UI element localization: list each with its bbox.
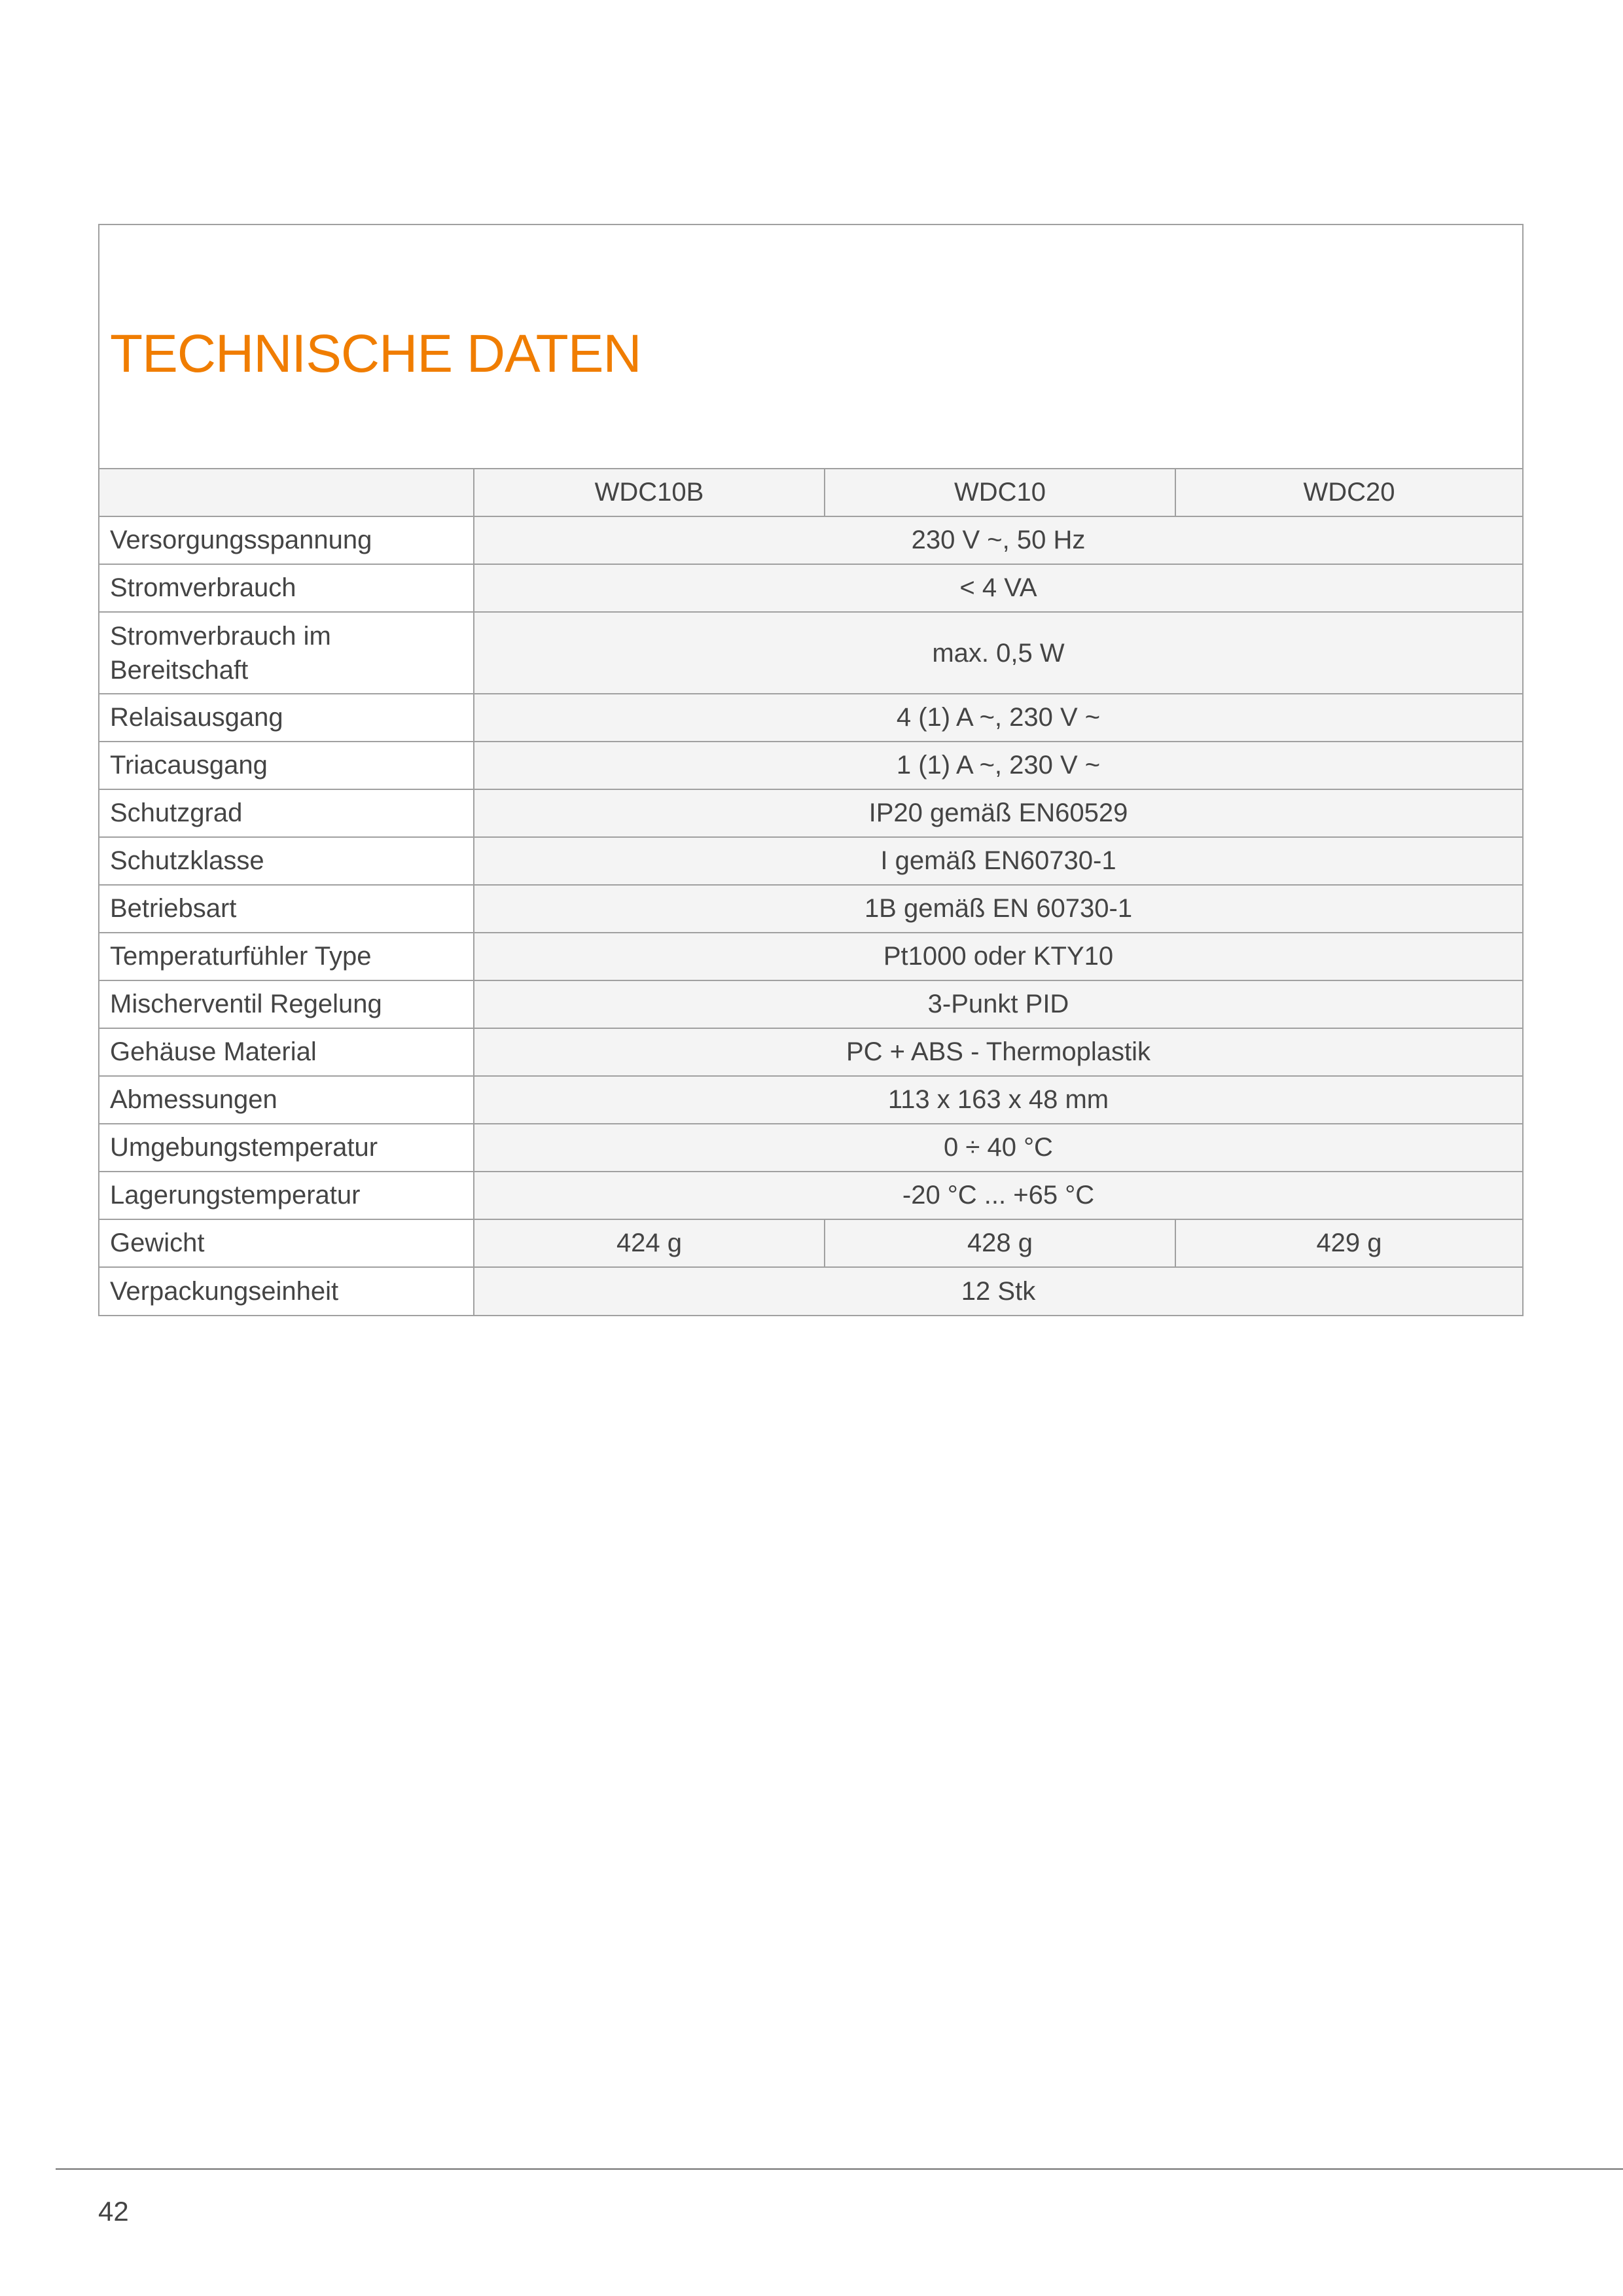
row-value: 1 (1) A ~, 230 V ~ xyxy=(473,741,1522,790)
footer-divider xyxy=(56,2168,1623,2170)
row-value: 1B gemäß EN 60730-1 xyxy=(473,884,1522,933)
row-value: < 4 VA xyxy=(473,564,1522,613)
row-label: Versorgungsspannung xyxy=(99,516,474,565)
table-row: Verpackungseinheit 12 Stk xyxy=(99,1266,1522,1315)
table-row: Relaisausgang 4 (1) A ~, 230 V ~ xyxy=(99,693,1522,742)
row-label: Stromverbrauch im Bereitschaft xyxy=(99,611,474,694)
title-area: TECHNISCHE DATEN xyxy=(99,225,1522,468)
row-value: IP20 gemäß EN60529 xyxy=(473,789,1522,838)
row-label: Mischerventil Regelung xyxy=(99,980,474,1029)
table-row: Gewicht 424 g 428 g 429 g xyxy=(99,1219,1522,1268)
row-value: 113 x 163 x 48 mm xyxy=(473,1075,1522,1124)
row-value: 428 g xyxy=(824,1219,1176,1268)
row-value: PC + ABS - Thermoplastik xyxy=(473,1028,1522,1077)
table-row: Temperaturfühler Type Pt1000 oder KTY10 xyxy=(99,932,1522,981)
table-row: Schutzklasse I gemäß EN60730-1 xyxy=(99,836,1522,886)
row-label: Relaisausgang xyxy=(99,693,474,742)
row-value: I gemäß EN60730-1 xyxy=(473,836,1522,886)
table-row: Stromverbrauch < 4 VA xyxy=(99,564,1522,613)
spec-table-frame: TECHNISCHE DATEN WDC10B WDC10 WDC20 Vers… xyxy=(98,224,1524,1316)
row-value: max. 0,5 W xyxy=(473,611,1522,694)
table-row: Abmessungen 113 x 163 x 48 mm xyxy=(99,1075,1522,1124)
row-label: Betriebsart xyxy=(99,884,474,933)
row-label: Stromverbrauch xyxy=(99,564,474,613)
row-value: 0 ÷ 40 °C xyxy=(473,1123,1522,1172)
row-label: Umgebungstemperatur xyxy=(99,1123,474,1172)
row-label: Schutzgrad xyxy=(99,789,474,838)
row-label: Verpackungseinheit xyxy=(99,1266,474,1315)
row-value: 3-Punkt PID xyxy=(473,980,1522,1029)
row-label: Triacausgang xyxy=(99,741,474,790)
table-row: Umgebungstemperatur 0 ÷ 40 °C xyxy=(99,1123,1522,1172)
header-cell: WDC10 xyxy=(824,468,1176,517)
table-row: Triacausgang 1 (1) A ~, 230 V ~ xyxy=(99,741,1522,790)
table-row: Betriebsart 1B gemäß EN 60730-1 xyxy=(99,884,1522,933)
header-cell: WDC20 xyxy=(1175,468,1522,517)
row-value: 230 V ~, 50 Hz xyxy=(473,516,1522,565)
row-label: Gewicht xyxy=(99,1219,474,1268)
row-label: Abmessungen xyxy=(99,1075,474,1124)
row-value: -20 °C ... +65 °C xyxy=(473,1171,1522,1220)
table-row: Versorgungsspannung 230 V ~, 50 Hz xyxy=(99,516,1522,565)
table-row: Mischerventil Regelung 3-Punkt PID xyxy=(99,980,1522,1029)
row-label: Schutzklasse xyxy=(99,836,474,886)
header-cell: WDC10B xyxy=(473,468,825,517)
page-title: TECHNISCHE DATEN xyxy=(110,324,642,384)
row-value: 12 Stk xyxy=(473,1266,1522,1315)
row-value: Pt1000 oder KTY10 xyxy=(473,932,1522,981)
row-value: 429 g xyxy=(1175,1219,1522,1268)
page-number: 42 xyxy=(98,2196,129,2227)
row-label: Lagerungstemperatur xyxy=(99,1171,474,1220)
header-cell xyxy=(99,468,474,517)
table-row: Schutzgrad IP20 gemäß EN60529 xyxy=(99,789,1522,838)
table-row: Stromverbrauch im Bereitschaft max. 0,5 W xyxy=(99,611,1522,694)
row-label: Gehäuse Material xyxy=(99,1028,474,1077)
spec-table: WDC10B WDC10 WDC20 Versorgungsspannung 23… xyxy=(99,468,1522,1315)
table-row: Gehäuse Material PC + ABS - Thermoplastik xyxy=(99,1028,1522,1077)
table-row: Lagerungstemperatur -20 °C ... +65 °C xyxy=(99,1171,1522,1220)
row-value: 424 g xyxy=(473,1219,825,1268)
table-header-row: WDC10B WDC10 WDC20 xyxy=(99,468,1522,517)
row-label: Temperaturfühler Type xyxy=(99,932,474,981)
row-value: 4 (1) A ~, 230 V ~ xyxy=(473,693,1522,742)
